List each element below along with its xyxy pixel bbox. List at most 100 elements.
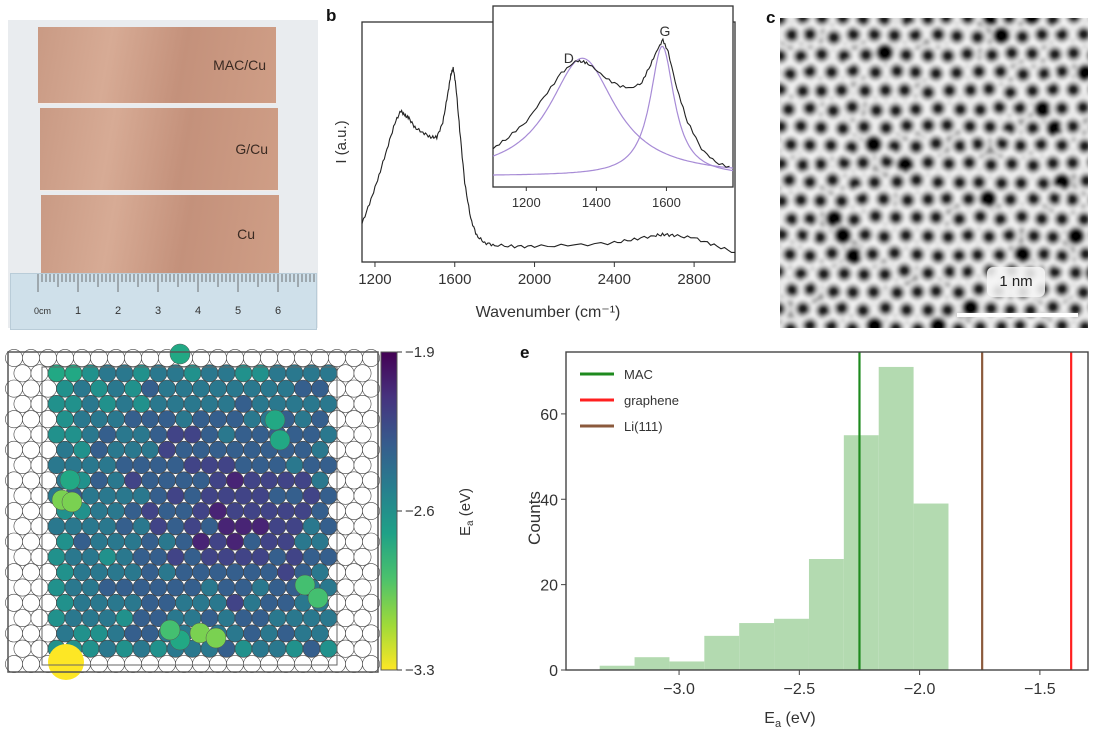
x-tick-label: 2800 [677,271,710,288]
boundary-cell [345,593,363,612]
boundary-cell [345,624,363,643]
lattice-hole [922,267,935,280]
lattice-hole [825,66,838,79]
lattice-hole [796,18,809,24]
x-tick-label: 1200 [358,271,391,288]
lattice-ring [798,277,822,301]
lattice-ring [851,150,875,175]
lattice-ring [1009,171,1033,195]
site-cell [268,547,287,566]
site-cell [260,593,278,612]
lattice-hole [784,68,797,81]
lattice-hole [869,66,882,79]
histogram-bar [599,665,635,670]
site-cell [90,410,108,429]
lattice-ring [809,115,833,140]
site-cell [311,532,329,551]
lattice-ring [780,18,792,31]
site-cell [217,547,236,566]
site-cell [124,532,142,551]
site-cell [159,619,181,641]
site-cell [209,410,227,429]
x-tick-label: −3.0 [663,681,695,698]
site-cell [166,456,185,475]
lattice-ring [1060,151,1085,175]
site-cell [149,639,168,658]
lattice-hole [985,49,998,62]
site-cell [311,624,329,643]
lattice-hole [1048,48,1061,61]
lattice-ring [819,60,844,84]
lattice-ring [1071,22,1088,47]
lattice-hole [943,265,956,278]
boundary-cell [294,655,312,673]
site-cell [217,456,236,475]
lattice-hole [953,139,966,152]
site-cell [192,410,210,429]
map-inner-frame [41,366,338,666]
boundary-cell [345,471,363,490]
lattice-hole [922,193,935,206]
lattice-hole [1003,229,1016,242]
lattice-hole [796,159,809,172]
lattice-hole [972,283,985,296]
lattice-hole [780,49,786,62]
lattice-ring [892,258,917,283]
site-cell [226,593,244,612]
lattice-hole [1069,303,1082,316]
lattice-ring [934,186,959,211]
lattice-ring [935,113,959,137]
lattice-hole [994,65,1007,78]
site-cell [107,410,125,429]
site-cell [132,547,151,566]
lattice-hole [1037,177,1050,190]
site-cell [56,410,74,429]
lattice-ring [829,78,854,103]
site-cell [243,410,261,429]
site-cell [64,578,83,597]
ruler-number: 2 [115,305,121,317]
lattice-ring [840,95,864,119]
boundary-cell [311,655,329,673]
site-cell [277,532,295,551]
y-axis-label: Counts [525,491,544,545]
lattice-hole [1035,28,1048,41]
site-cell [90,593,108,612]
lattice-hole [961,229,974,242]
lattice-hole [1078,140,1088,153]
site-cell [183,547,202,566]
boundary-cell [30,639,49,658]
lattice-ring [882,241,907,265]
lattice-hole [910,211,923,224]
sample-strip-cu: Cu [41,195,279,273]
lattice-hole [1026,47,1039,60]
boundary-cell [336,517,355,536]
site-cell [81,547,100,566]
lattice-ring [1083,298,1088,317]
site-cell [124,440,142,459]
peak-label-g: G [659,23,670,39]
lattice-ring [798,244,822,268]
x-tick-label: 2000 [518,271,551,288]
boundary-cell [22,532,40,551]
lattice-hole [1003,122,1016,135]
boundary-cell [362,471,380,490]
site-cell [166,547,185,566]
boundary-cell [30,547,49,566]
lattice-hole [922,156,935,169]
lattice-hole [835,84,848,97]
boundary-cell [124,655,142,673]
lattice-hole [814,194,827,207]
boundary-cell [345,532,363,551]
lattice-hole [1038,67,1051,80]
lattice-hole [780,303,785,315]
lattice-hole [858,84,871,97]
site-cell [124,593,142,612]
site-cell [64,517,83,536]
site-cell [175,563,193,582]
inset-x-tick-label: 1400 [582,195,611,210]
site-cell [149,486,168,505]
lattice-hole [838,50,851,63]
site-cell [209,593,227,612]
boundary-cell [13,395,32,413]
